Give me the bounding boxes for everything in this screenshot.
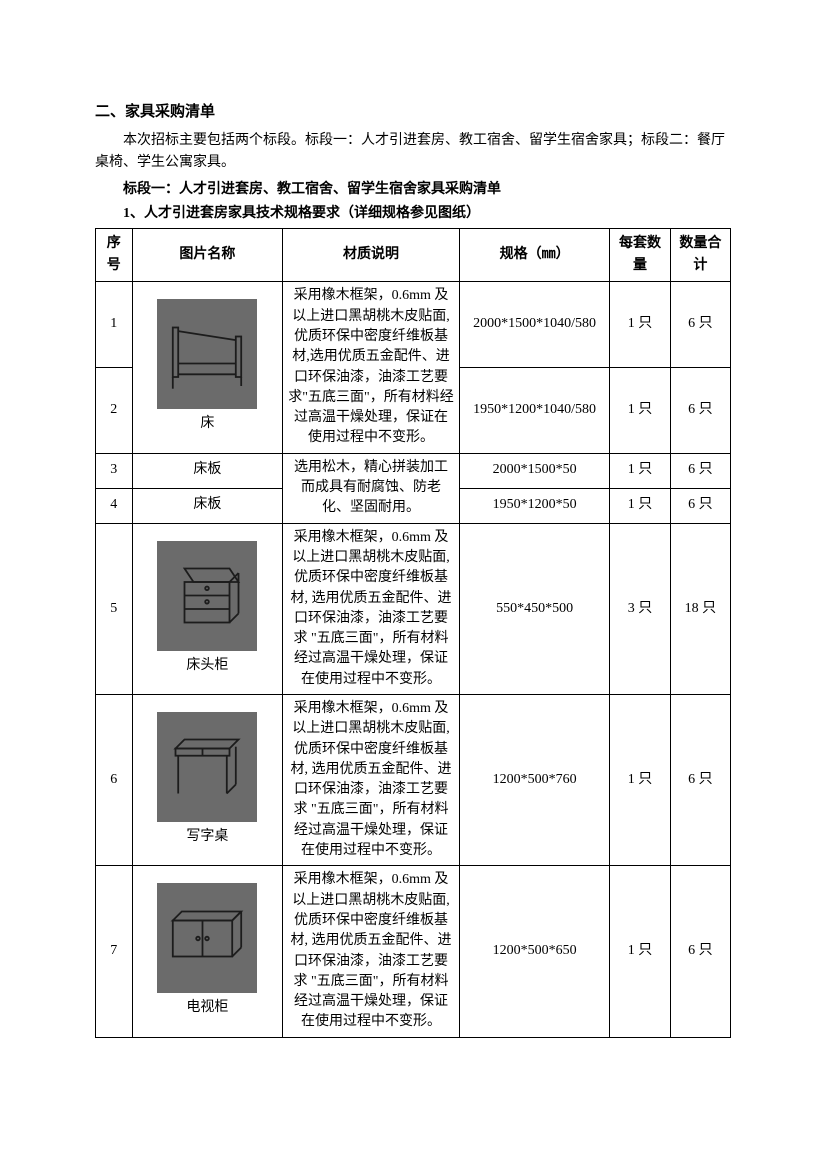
cell-qty: 1 只: [610, 694, 670, 865]
cell-qty: 1 只: [610, 368, 670, 454]
tvcabinet-caption: 电视柜: [137, 997, 279, 1019]
cell-total: 6 只: [670, 282, 730, 368]
cell-name: 床板: [132, 488, 283, 523]
cell-name-bed: 床: [132, 282, 283, 453]
cell-name: 床板: [132, 453, 283, 488]
intro-paragraph: 本次招标主要包括两个标段。标段一：人才引进套房、教工宿舍、留学生宿舍家具；标段二…: [95, 130, 731, 175]
section-heading: 二、家具采购清单: [95, 100, 731, 124]
cell-spec: 1200*500*650: [459, 866, 610, 1037]
table-row: 1 床 采用橡木框架，: [96, 282, 731, 368]
cell-spec: 1200*500*760: [459, 694, 610, 865]
bed-caption: 床: [137, 413, 279, 435]
cell-spec: 1950*1200*1040/580: [459, 368, 610, 454]
col-name-header: 图片名称: [132, 228, 283, 282]
cell-idx: 3: [96, 453, 133, 488]
cell-spec: 550*450*500: [459, 523, 610, 694]
cell-spec: 2000*1500*1040/580: [459, 282, 610, 368]
table-row: 7 电视柜: [96, 866, 731, 1037]
col-spec-header: 规格（㎜）: [459, 228, 610, 282]
tvcabinet-image: [157, 883, 257, 993]
table-header-row: 序号 图片名称 材质说明 规格（㎜） 每套数量 数量合计: [96, 228, 731, 282]
desk-caption: 写字桌: [137, 826, 279, 848]
cell-name-nightstand: 床头柜: [132, 523, 283, 694]
cell-qty: 1 只: [610, 282, 670, 368]
cell-name-desk: 写字桌: [132, 694, 283, 865]
cell-qty: 3 只: [610, 523, 670, 694]
cell-qty: 1 只: [610, 488, 670, 523]
col-material-header: 材质说明: [283, 228, 460, 282]
table-row: 5: [96, 523, 731, 694]
tvcabinet-icon: [162, 889, 252, 988]
nightstand-image: [157, 541, 257, 651]
cell-material-nightstand: 采用橡木框架，0.6mm 及以上进口黑胡桃木皮贴面,优质环保中密度纤维板基材, …: [283, 523, 460, 694]
document-page: 二、家具采购清单 本次招标主要包括两个标段。标段一：人才引进套房、教工宿舍、留学…: [0, 0, 826, 1169]
cell-total: 6 只: [670, 866, 730, 1037]
cell-qty: 1 只: [610, 453, 670, 488]
bed-icon: [162, 305, 252, 404]
nightstand-caption: 床头柜: [137, 655, 279, 677]
cell-material-desk: 采用橡木框架，0.6mm 及以上进口黑胡桃木皮贴面,优质环保中密度纤维板基材, …: [283, 694, 460, 865]
desk-image: [157, 712, 257, 822]
cell-total: 18 只: [670, 523, 730, 694]
sub-heading-1: 标段一：人才引进套房、教工宿舍、留学生宿舍家具采购清单: [95, 179, 731, 201]
cell-total: 6 只: [670, 694, 730, 865]
cell-idx: 6: [96, 694, 133, 865]
cell-spec: 2000*1500*50: [459, 453, 610, 488]
bed-image: [157, 299, 257, 409]
cell-material-board: 选用松木，精心拼装加工而成具有耐腐蚀、防老化、坚固耐用。: [283, 453, 460, 523]
cell-material-bed: 采用橡木框架，0.6mm 及以上进口黑胡桃木皮贴面,优质环保中密度纤维板基材,选…: [283, 282, 460, 453]
cell-qty: 1 只: [610, 866, 670, 1037]
col-qty-header: 每套数量: [610, 228, 670, 282]
nightstand-icon: [162, 546, 252, 645]
cell-idx: 5: [96, 523, 133, 694]
cell-idx: 1: [96, 282, 133, 368]
sub-heading-2: 1、人才引进套房家具技术规格要求（详细规格参见图纸）: [95, 203, 731, 225]
cell-idx: 2: [96, 368, 133, 454]
cell-total: 6 只: [670, 453, 730, 488]
table-row: 3 床板 选用松木，精心拼装加工而成具有耐腐蚀、防老化、坚固耐用。 2000*1…: [96, 453, 731, 488]
cell-total: 6 只: [670, 488, 730, 523]
col-total-header: 数量合计: [670, 228, 730, 282]
col-idx-header: 序号: [96, 228, 133, 282]
cell-idx: 7: [96, 866, 133, 1037]
cell-idx: 4: [96, 488, 133, 523]
desk-icon: [162, 717, 252, 816]
cell-material-tvcabinet: 采用橡木框架，0.6mm 及以上进口黑胡桃木皮贴面,优质环保中密度纤维板基材, …: [283, 866, 460, 1037]
furniture-table: 序号 图片名称 材质说明 规格（㎜） 每套数量 数量合计 1: [95, 228, 731, 1038]
cell-spec: 1950*1200*50: [459, 488, 610, 523]
cell-total: 6 只: [670, 368, 730, 454]
table-row: 6 写字桌 采用橡木框: [96, 694, 731, 865]
cell-name-tvcabinet: 电视柜: [132, 866, 283, 1037]
